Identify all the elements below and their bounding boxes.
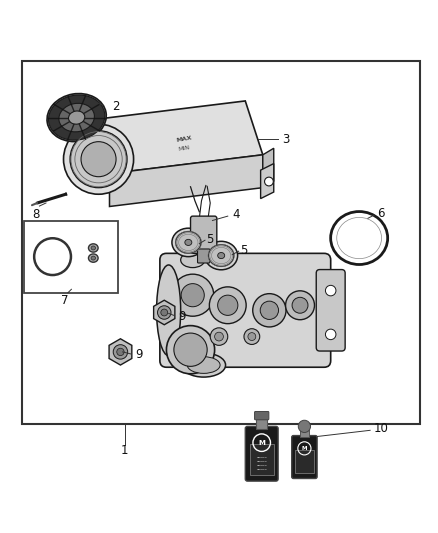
- Ellipse shape: [157, 265, 180, 356]
- Circle shape: [181, 284, 204, 307]
- Polygon shape: [92, 101, 263, 174]
- Bar: [256, 419, 267, 429]
- Circle shape: [265, 177, 273, 186]
- Circle shape: [210, 328, 228, 345]
- Ellipse shape: [205, 241, 237, 270]
- Ellipse shape: [49, 95, 105, 140]
- Ellipse shape: [91, 246, 95, 250]
- Text: M: M: [302, 446, 307, 451]
- Circle shape: [166, 326, 215, 374]
- FancyBboxPatch shape: [245, 426, 278, 481]
- Circle shape: [117, 348, 124, 356]
- Text: 7: 7: [61, 294, 69, 307]
- Ellipse shape: [185, 239, 192, 246]
- Text: 3: 3: [283, 133, 290, 146]
- Text: 6: 6: [378, 207, 385, 220]
- Polygon shape: [263, 148, 274, 188]
- Polygon shape: [110, 155, 263, 206]
- Text: ─────: ─────: [256, 467, 267, 472]
- Text: ─────: ─────: [256, 459, 267, 464]
- Circle shape: [244, 329, 260, 344]
- Bar: [22, 61, 420, 424]
- Circle shape: [174, 333, 207, 366]
- Text: 5: 5: [240, 244, 247, 257]
- Circle shape: [209, 287, 246, 324]
- Ellipse shape: [91, 256, 95, 260]
- Circle shape: [215, 332, 223, 341]
- FancyBboxPatch shape: [198, 249, 210, 263]
- Ellipse shape: [64, 124, 134, 194]
- FancyBboxPatch shape: [191, 216, 217, 253]
- Bar: [250, 445, 274, 474]
- Text: M: M: [258, 440, 265, 446]
- FancyBboxPatch shape: [254, 411, 269, 420]
- Polygon shape: [109, 339, 132, 365]
- Ellipse shape: [47, 94, 106, 142]
- FancyBboxPatch shape: [160, 253, 331, 367]
- Ellipse shape: [59, 103, 95, 132]
- Text: 4: 4: [232, 208, 240, 221]
- Circle shape: [218, 295, 238, 316]
- Bar: [295, 450, 314, 473]
- Circle shape: [253, 294, 286, 327]
- Circle shape: [248, 333, 256, 341]
- Text: ─────: ─────: [256, 456, 267, 459]
- Text: 9: 9: [135, 349, 142, 361]
- Polygon shape: [154, 300, 175, 325]
- Ellipse shape: [218, 253, 225, 259]
- Ellipse shape: [187, 357, 220, 374]
- Text: 5: 5: [206, 233, 213, 246]
- Ellipse shape: [88, 254, 98, 262]
- Bar: [300, 430, 309, 437]
- Ellipse shape: [211, 248, 236, 263]
- Ellipse shape: [182, 353, 226, 377]
- Text: MAX: MAX: [176, 135, 192, 143]
- Ellipse shape: [180, 252, 205, 268]
- Circle shape: [292, 297, 308, 313]
- Ellipse shape: [81, 142, 116, 177]
- Text: 1: 1: [121, 444, 129, 457]
- Text: MIN: MIN: [178, 145, 190, 152]
- Ellipse shape: [208, 245, 234, 266]
- Text: 10: 10: [373, 422, 388, 435]
- FancyBboxPatch shape: [292, 435, 317, 479]
- Text: 8: 8: [33, 208, 40, 221]
- Ellipse shape: [88, 244, 98, 252]
- Circle shape: [172, 274, 214, 316]
- Ellipse shape: [172, 228, 205, 257]
- Bar: [24, 221, 118, 293]
- Circle shape: [260, 301, 279, 319]
- Text: 2: 2: [112, 100, 119, 113]
- FancyBboxPatch shape: [316, 270, 345, 351]
- Ellipse shape: [68, 111, 85, 124]
- Ellipse shape: [70, 131, 127, 188]
- Text: ─────: ─────: [256, 464, 267, 467]
- Circle shape: [113, 345, 128, 359]
- Circle shape: [325, 329, 336, 340]
- Circle shape: [161, 309, 168, 316]
- Circle shape: [325, 285, 336, 296]
- Circle shape: [286, 291, 314, 320]
- Circle shape: [158, 306, 171, 319]
- Text: 9: 9: [179, 310, 186, 323]
- Circle shape: [298, 420, 311, 432]
- Polygon shape: [261, 164, 274, 199]
- Ellipse shape: [176, 231, 201, 253]
